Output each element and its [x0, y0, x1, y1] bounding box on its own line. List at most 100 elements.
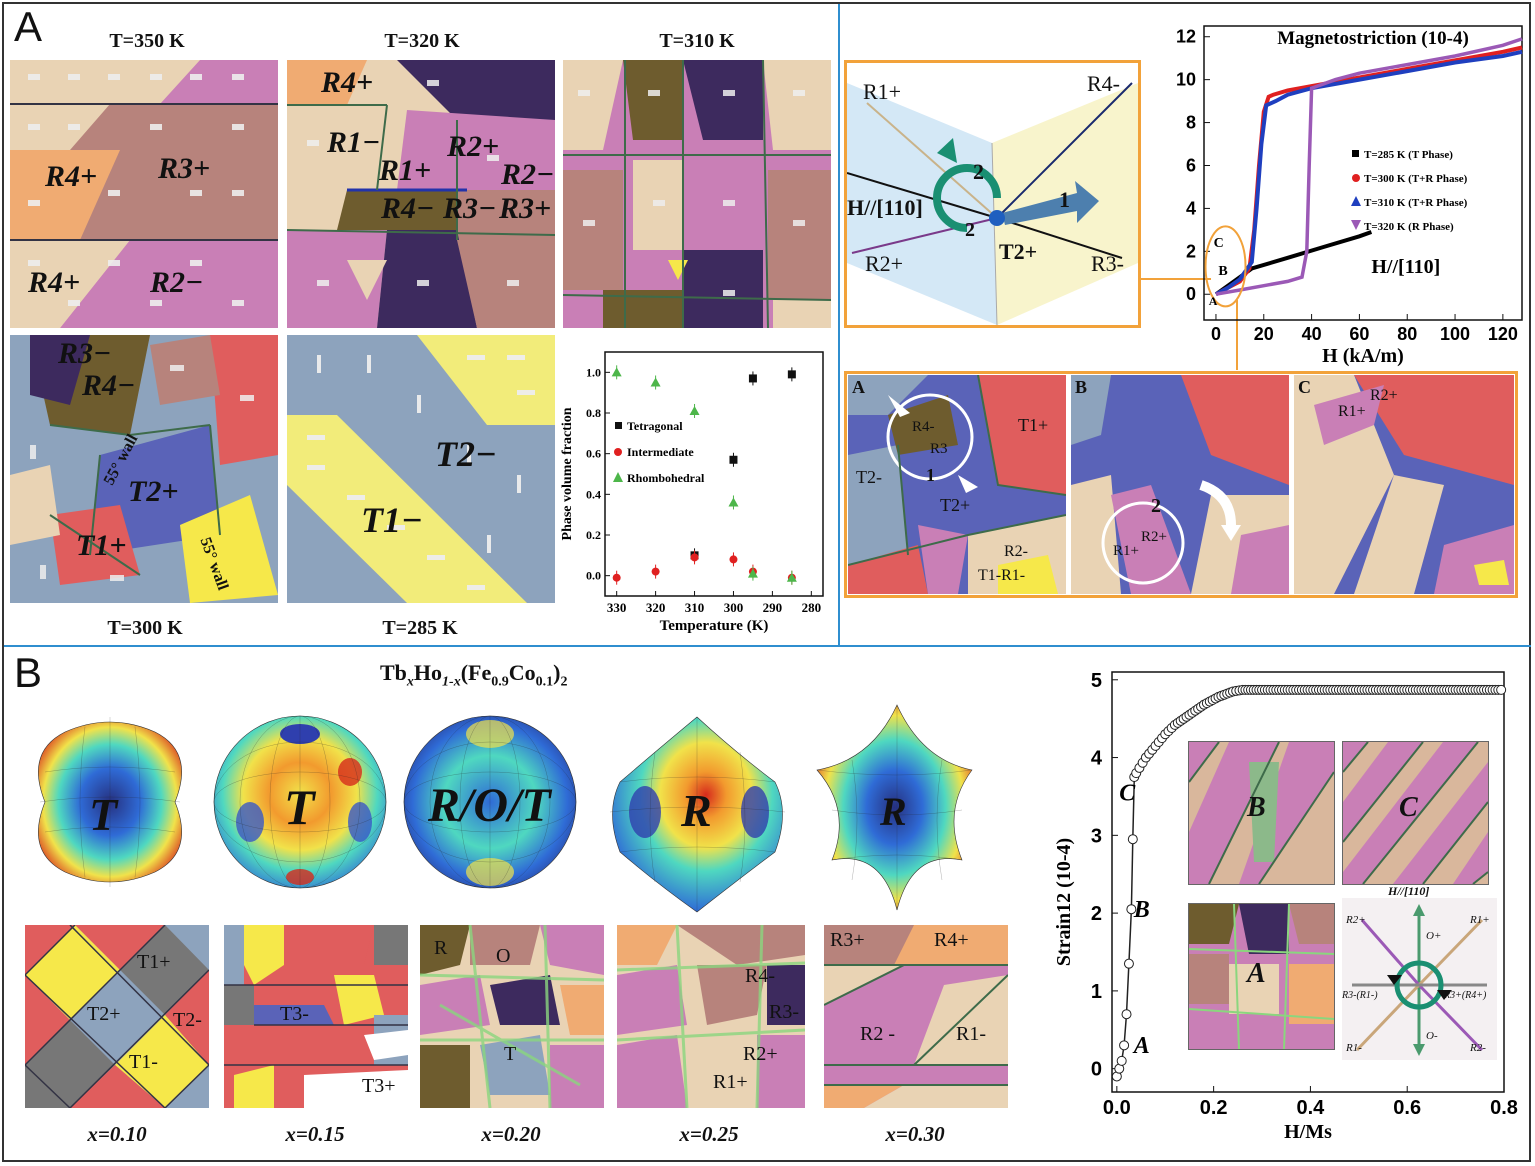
composition-label: x=0.25	[679, 1122, 739, 1146]
domain-label: T1-	[129, 1051, 158, 1073]
anisotropy-shape-5: R	[812, 700, 982, 915]
domain-label: T2+	[128, 475, 179, 508]
legend-marker	[614, 448, 622, 456]
domain-label: T3-	[280, 1003, 309, 1025]
y-tick-label: 1	[1091, 981, 1102, 1003]
legend-marker	[1351, 220, 1361, 230]
data-point	[1123, 958, 1134, 969]
domain-label: R3−	[443, 192, 497, 225]
data-point	[747, 568, 758, 578]
x-tick-label: 0.8	[1490, 1097, 1518, 1119]
domain-label: T1-R1-	[978, 567, 1026, 584]
chart-title: Magnetostriction (10-4)	[1277, 28, 1469, 49]
rose-label: R2+	[1346, 914, 1366, 926]
legend-marker	[615, 422, 622, 429]
domain-label: R2+	[1141, 529, 1167, 545]
step-label-1: 1	[1059, 187, 1070, 212]
domain-label: R4+	[28, 266, 81, 299]
x-tick-label: 60	[1349, 324, 1369, 344]
data-point	[1127, 834, 1138, 845]
domain-label: R4+	[45, 160, 98, 193]
step-label: 1	[926, 465, 935, 485]
composition-label: x=0.15	[285, 1122, 345, 1146]
domain-map-285k: T2− T1−	[287, 335, 555, 603]
plot-frame	[1203, 25, 1523, 321]
section-divider-vertical	[838, 4, 840, 645]
shape-label: R	[880, 789, 907, 834]
y-tick-label: 10	[1176, 70, 1196, 90]
strain-chart: 0.0 0.2 0.4 0.6 0.8 0 1 2 3 4 5 H/Ms Strain12 (10-4)…	[1050, 660, 1530, 1160]
panel-letter-b: B	[14, 649, 43, 696]
domain-label: R4−	[82, 369, 136, 402]
composition-label: x=0.10	[87, 1122, 147, 1146]
domain-map-300k: R3− R4− T2+ T1+ 55° wall 55° wall	[10, 335, 278, 603]
temp-label-300: T=300 K	[107, 617, 183, 639]
domain-label: T2−	[435, 434, 497, 474]
domain-label: R2 -	[860, 1023, 895, 1045]
domain-label: R1+	[1338, 403, 1366, 420]
rose-label: O+	[1426, 930, 1442, 942]
domain-label: R	[434, 937, 448, 959]
anisotropy-shape-4: R	[605, 712, 790, 917]
rose-label: R1+	[1470, 914, 1490, 926]
domain-label: R4+	[321, 66, 374, 99]
data-point	[728, 497, 739, 507]
anisotropy-shape-1: T	[25, 712, 195, 892]
domain-label: R1−	[327, 126, 381, 159]
data-point	[729, 555, 738, 564]
domain-map-320k: R4+ R1− R1+ R2+ R2− R4− R3− R3+	[287, 60, 555, 328]
legend-marker	[1352, 174, 1360, 182]
snapshot-letter: A	[852, 377, 865, 397]
panel-letter-a: A	[14, 3, 43, 50]
domain-label: R3-	[769, 1001, 799, 1023]
domain-map-x015: T3- T3+	[224, 925, 408, 1108]
y-tick-label: 0	[1186, 284, 1196, 304]
domain-map-310k	[563, 60, 831, 328]
legend-label: T=320 K (R Phase)	[1364, 221, 1454, 233]
series-line	[1215, 45, 1523, 296]
rose-label: R3-(R1-)	[1342, 990, 1378, 1001]
domain-label: R3−	[58, 337, 112, 370]
domain-label: T1+	[1018, 415, 1049, 435]
inset-letter: B	[1247, 792, 1266, 823]
legend-label: Intermediate	[627, 445, 694, 459]
domain-rotation-rose: H//[110] R2+ O+ R1+ R3-(R1-) R3+(R4+) R1…	[1342, 884, 1497, 1060]
domain-map-x020: R O T	[420, 925, 604, 1108]
field-direction-label: H//[110]	[1371, 256, 1440, 278]
plot-frame	[1111, 671, 1505, 1093]
phase-fraction-chart: 330 320 310 300 290 280 0.0 0.2 0.4 0.6 0.8 1.0 Temp…	[557, 346, 837, 636]
strain-inset-a: A	[1188, 903, 1335, 1050]
axis-label-r2: R2+	[865, 251, 904, 276]
y-tick-label: 4	[1091, 748, 1103, 770]
domain-label: R2+	[743, 1043, 778, 1065]
data-point	[1126, 904, 1137, 915]
domain-label: R1+	[1113, 543, 1139, 559]
y-tick-label: 5	[1091, 670, 1102, 692]
y-axis-label: Phase volume fraction	[560, 407, 575, 540]
domain-label: R2−	[501, 158, 555, 191]
series-line	[1214, 230, 1373, 296]
x-tick-label: 40	[1302, 324, 1322, 344]
domain-snapshot-a: A R4- R3 T1+ T2- T2+ R2- T1-R1- 1	[848, 375, 1066, 594]
point-label: C	[1214, 236, 1224, 251]
series-line	[1215, 37, 1523, 296]
x-tick-label: 20	[1254, 324, 1274, 344]
domain-label: T2-	[173, 1009, 202, 1031]
data-point	[651, 567, 660, 576]
snapshot-letter: C	[1298, 377, 1311, 397]
point-label: C	[1119, 780, 1136, 806]
point-label: B	[1133, 897, 1150, 923]
y-tick-label: 0.8	[586, 406, 601, 420]
connector-line	[1236, 300, 1238, 370]
data-point	[612, 573, 621, 582]
domain-label: T1−	[361, 500, 423, 540]
domain-label: R3+	[499, 192, 552, 225]
legend-label: T=285 K (T Phase)	[1364, 149, 1453, 161]
magnetostriction-chart: 0 20 40 60 80 100 120 0 2 4 6 8 10 12 H (kA/m) Magnetos…	[1160, 6, 1532, 370]
y-tick-label: 3	[1091, 825, 1102, 847]
shape-label: R	[681, 785, 712, 836]
data-point	[1496, 684, 1507, 695]
rose-label: R1-	[1346, 1042, 1362, 1054]
x-tick-label: 120	[1488, 324, 1518, 344]
domain-label: R2+	[447, 130, 500, 163]
